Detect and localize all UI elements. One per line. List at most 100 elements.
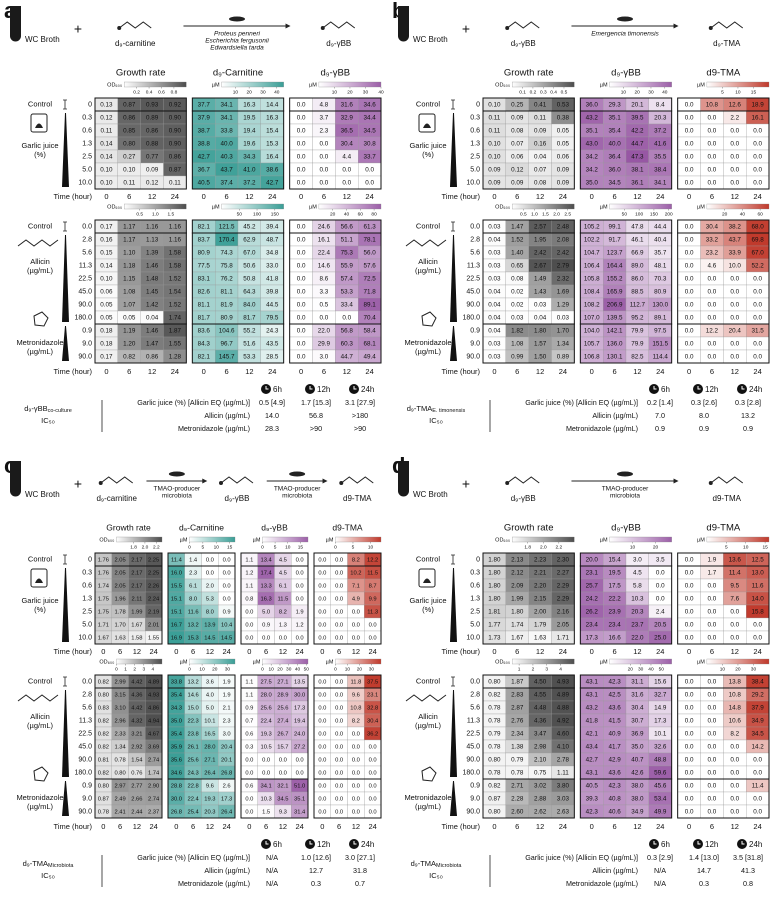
control-bracket <box>451 676 455 687</box>
cell-value: 0.0 <box>708 744 717 751</box>
cell-value: 106.8 <box>584 354 600 361</box>
cell-value: 0.04 <box>488 315 501 322</box>
cell-value: 39.8 <box>266 289 279 296</box>
cell-value: 0.05 <box>100 302 113 309</box>
cell-value: 0.0 <box>753 128 762 135</box>
cell-value: 1.75 <box>98 610 109 616</box>
cell-value: 155.2 <box>607 276 623 283</box>
row-label: 0 <box>476 101 480 108</box>
cell-value: 42.7 <box>586 757 599 764</box>
cell-value: 34.2 <box>586 167 599 174</box>
cell-value: 10.1 <box>654 731 667 738</box>
colorbar-tick-label: 0 <box>261 666 264 672</box>
time-tick-label: 12 <box>633 647 641 656</box>
garlic-icon <box>423 123 431 128</box>
cell-value: 0.11 <box>123 180 135 187</box>
cell-value: 99.1 <box>608 224 621 231</box>
cell-value: 96.7 <box>220 341 233 348</box>
cell-value: 43.5 <box>266 341 279 348</box>
cell-value: 10.3 <box>631 596 644 603</box>
cell-value: 1.1 <box>245 680 253 686</box>
colorbar-tick-label: 50 <box>237 211 243 217</box>
time-tick-label: 6 <box>127 192 131 201</box>
time-tick-label: 12 <box>633 367 641 376</box>
cell-value: 0.12 <box>100 115 113 122</box>
cell-value: 0.0 <box>318 610 326 616</box>
cell-value: 89.0 <box>631 263 644 270</box>
time-tick-label: 6 <box>118 647 122 656</box>
ic50-value: 3.1 [27.9] <box>345 398 375 407</box>
cell-value: 86.0 <box>631 276 644 283</box>
colorbar-tick-label: 30 <box>638 666 644 672</box>
cell-value: 29.9 <box>318 341 331 348</box>
block-border <box>677 323 770 364</box>
cell-value: 10.4 <box>221 623 233 629</box>
compound-label: d₉-γBB <box>511 39 536 48</box>
cell-value: 0.89 <box>146 115 159 122</box>
group-label: Metronidazole <box>404 793 451 802</box>
colorbar-tick-label: 100 <box>635 211 643 217</box>
cell-value: 41.8 <box>266 276 279 283</box>
cell-value: 26.1 <box>187 745 198 751</box>
cell-value: 0.0 <box>753 770 762 777</box>
cell-value: 0.12 <box>511 167 524 174</box>
cell-value: 0.87 <box>98 797 109 803</box>
cell-value: 4.50 <box>534 679 547 686</box>
plus-sign: + <box>74 21 82 37</box>
cell-value: 0.0 <box>685 263 694 270</box>
cell-value: 2.37 <box>148 810 159 816</box>
cell-value: 42.2 <box>631 128 644 135</box>
cell-value: 1.18 <box>123 263 136 270</box>
cell-value: 30.0 <box>294 693 305 699</box>
cell-value: 8.7 <box>369 584 377 590</box>
cell-value: 0.87 <box>488 796 501 803</box>
cell-value: 43.2 <box>586 115 599 122</box>
cell-value: 106.4 <box>584 263 600 270</box>
cell-value: 72.5 <box>363 276 376 283</box>
cell-value: 7.1 <box>352 584 360 590</box>
cell-value: 1.58 <box>169 263 182 270</box>
cell-value: 0.0 <box>730 796 739 803</box>
cell-value: 66.9 <box>631 250 644 257</box>
time-column-label: 12h <box>317 385 330 394</box>
cell-value: 15.3 <box>187 636 198 642</box>
cell-value: 0.0 <box>335 745 343 751</box>
ic50-title-name: d₉-TMA <box>407 404 432 413</box>
cell-value: 19.4 <box>294 719 306 725</box>
clock-hands <box>309 841 313 845</box>
cell-value: 2.10 <box>534 757 547 764</box>
cell-value: 1.08 <box>123 289 136 296</box>
colorbar-unit: µM <box>253 659 261 665</box>
group-label: (µg/mL) <box>27 802 53 811</box>
cell-value: 0.16 <box>534 141 547 148</box>
cell-value: 30.8 <box>363 141 376 148</box>
cell-value: 59.6 <box>654 770 667 777</box>
compound-structure <box>220 476 254 484</box>
cell-value: 0.0 <box>685 315 694 322</box>
cell-value: 23.4 <box>586 622 599 629</box>
cell-value: 3.0 <box>223 732 231 738</box>
cell-value: 75.3 <box>341 250 354 257</box>
cell-value: 1.67 <box>131 623 142 629</box>
dose-wedge <box>62 781 69 816</box>
ic50-row-label: Metronidazole (µg/mL) <box>566 879 638 888</box>
row-label: 1.3 <box>82 140 92 147</box>
cell-value: 2.66 <box>131 797 142 803</box>
cell-value: 112.7 <box>630 302 646 309</box>
cell-value: 80.9 <box>198 250 211 257</box>
cell-value: 2.3 <box>223 719 231 725</box>
row-label: 5.6 <box>82 249 92 256</box>
time-tick-label: 6 <box>322 367 326 376</box>
cell-value: 37.2 <box>654 128 667 135</box>
time-tick-label: 24 <box>222 822 230 831</box>
cell-value: 31.6 <box>341 102 354 109</box>
cell-value: 142.1 <box>607 328 623 335</box>
time-column-label: 6h <box>661 840 670 849</box>
cell-value: 4.0 <box>206 693 214 699</box>
time-tick-label: 0 <box>492 367 496 376</box>
time-tick-label: 0 <box>687 822 691 831</box>
cell-value: 0.10 <box>100 276 113 283</box>
cell-value: 0.8 <box>245 597 253 603</box>
cell-value: 1.3 <box>279 623 287 629</box>
atom-node <box>339 481 344 485</box>
